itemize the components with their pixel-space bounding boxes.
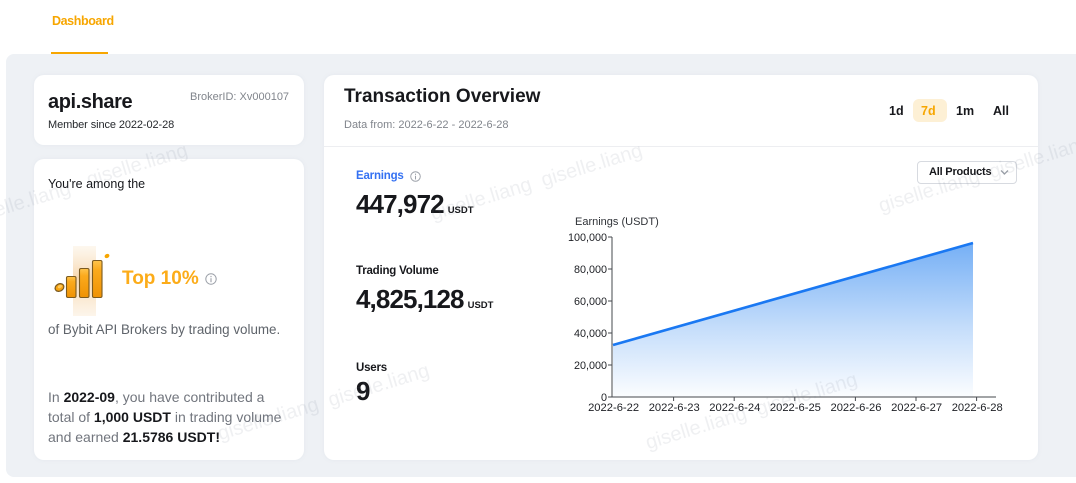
svg-text:2022-6-27: 2022-6-27 (891, 402, 942, 414)
svg-text:2022-6-22: 2022-6-22 (588, 402, 639, 414)
svg-text:2022-6-26: 2022-6-26 (830, 402, 881, 414)
svg-text:Earnings (USDT): Earnings (USDT) (575, 216, 659, 228)
svg-text:2022-6-28: 2022-6-28 (952, 402, 1003, 414)
svg-text:60,000: 60,000 (574, 296, 607, 308)
svg-text:2022-6-23: 2022-6-23 (649, 402, 700, 414)
svg-text:2022-6-25: 2022-6-25 (770, 402, 821, 414)
svg-text:100,000: 100,000 (568, 232, 607, 244)
svg-text:2022-6-24: 2022-6-24 (709, 402, 760, 414)
svg-text:80,000: 80,000 (574, 264, 607, 276)
svg-text:40,000: 40,000 (574, 328, 607, 340)
svg-text:0: 0 (601, 392, 607, 404)
svg-text:20,000: 20,000 (574, 360, 607, 372)
